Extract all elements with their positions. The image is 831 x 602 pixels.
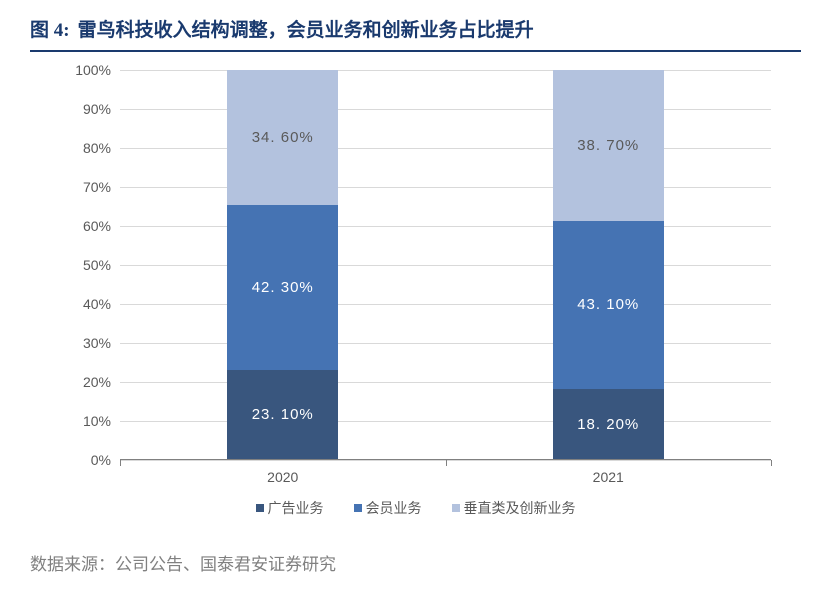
bar-value-label: 38. 70% <box>577 137 639 154</box>
legend-label: 广告业务 <box>268 498 324 518</box>
legend-item: 垂直类及创新业务 <box>452 498 576 518</box>
x-category-label: 2020 <box>267 469 298 485</box>
bar-value-label: 18. 20% <box>577 416 639 433</box>
y-tick-label: 30% <box>83 335 111 351</box>
legend-swatch <box>354 504 362 512</box>
bar-value-label: 23. 10% <box>252 406 314 423</box>
legend-label: 垂直类及创新业务 <box>464 498 576 518</box>
legend-label: 会员业务 <box>366 498 422 518</box>
bar-group: 23. 10% 42. 30% 34. 60% <box>227 70 338 460</box>
y-tick-label: 90% <box>83 101 111 117</box>
chart-area: 0%10%20%30%40%50%60%70%80%90%100% 23. 10… <box>70 70 771 490</box>
bar-segment: 42. 30% <box>227 205 338 370</box>
x-category-label: 2021 <box>593 469 624 485</box>
x-tick <box>120 460 121 466</box>
y-tick-label: 80% <box>83 140 111 156</box>
bar-segment: 38. 70% <box>553 70 664 221</box>
x-tick <box>446 460 447 466</box>
y-tick-label: 60% <box>83 218 111 234</box>
y-tick-label: 20% <box>83 374 111 390</box>
y-tick-label: 0% <box>91 452 111 468</box>
bar-value-label: 43. 10% <box>577 296 639 313</box>
bar-group: 18. 20% 43. 10% 38. 70% <box>553 70 664 460</box>
legend-item: 会员业务 <box>354 498 422 518</box>
y-tick-label: 100% <box>75 62 111 78</box>
title-divider <box>30 50 801 52</box>
bar-value-label: 34. 60% <box>252 129 314 146</box>
chart-title: 雷鸟科技收入结构调整，会员业务和创新业务占比提升 <box>78 15 534 42</box>
bar-segment: 34. 60% <box>227 70 338 205</box>
chart-figure-number: 图 4: <box>30 15 70 42</box>
bar-value-label: 42. 30% <box>252 279 314 296</box>
legend-swatch <box>256 504 264 512</box>
bars-container: 23. 10% 42. 30% 34. 60% 18. 20% 43. 10% 38. 7… <box>120 70 771 460</box>
y-tick-label: 10% <box>83 413 111 429</box>
legend-item: 广告业务 <box>256 498 324 518</box>
y-tick-label: 50% <box>83 257 111 273</box>
bar-segment: 18. 20% <box>553 389 664 460</box>
legend: 广告业务 会员业务 垂直类及创新业务 <box>30 498 801 518</box>
legend-swatch <box>452 504 460 512</box>
y-tick-label: 70% <box>83 179 111 195</box>
bar-segment: 23. 10% <box>227 370 338 460</box>
data-source: 数据来源：公司公告、国泰君安证券研究 <box>30 550 801 575</box>
x-tick <box>771 460 772 466</box>
y-axis: 0%10%20%30%40%50%60%70%80%90%100% <box>70 70 115 460</box>
chart-title-row: 图 4: 雷鸟科技收入结构调整，会员业务和创新业务占比提升 <box>30 15 801 42</box>
bar-segment: 43. 10% <box>553 221 664 389</box>
y-tick-label: 40% <box>83 296 111 312</box>
plot-region: 23. 10% 42. 30% 34. 60% 18. 20% 43. 10% 38. 7… <box>120 70 771 460</box>
